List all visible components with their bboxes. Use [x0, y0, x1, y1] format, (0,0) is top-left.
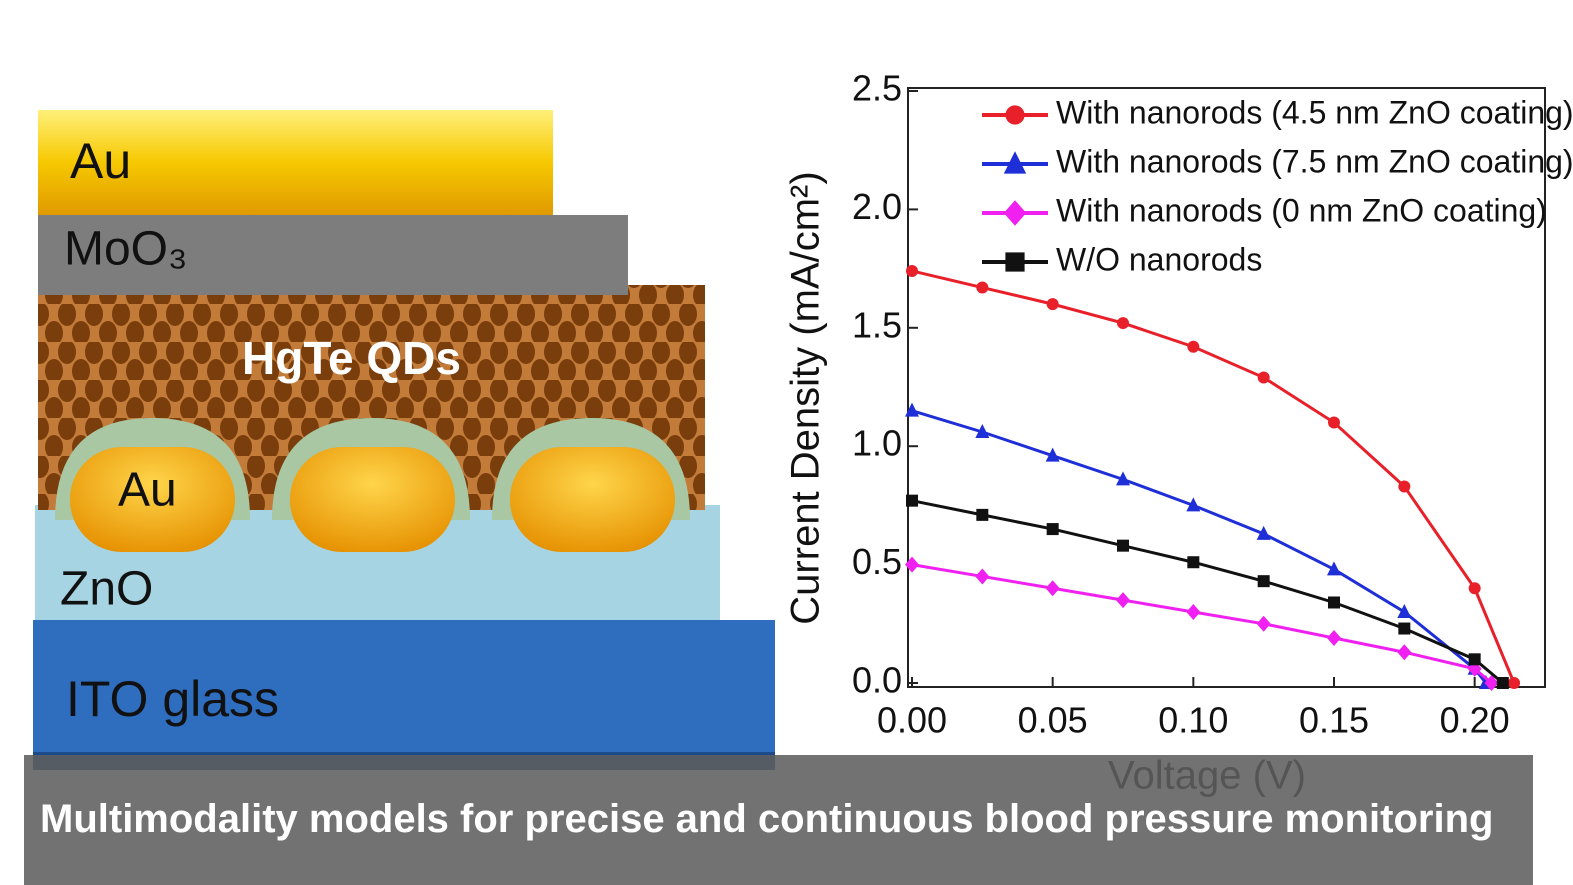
marker — [906, 264, 918, 277]
legend-marker — [1003, 151, 1027, 174]
layer-label: Au — [118, 464, 177, 517]
series-line — [911, 409, 1488, 684]
chart: Current Density (mA/cm²) Voltage (V) 0.0… — [784, 68, 1573, 798]
au-layer — [38, 110, 553, 215]
marker — [1257, 371, 1270, 384]
series-line — [911, 499, 1504, 685]
marker — [1045, 580, 1060, 597]
marker — [1328, 596, 1340, 609]
y-tick-label: 1.5 — [852, 304, 902, 345]
marker — [906, 494, 918, 507]
caption: Multimodality models for precise and con… — [40, 797, 1494, 841]
layer-label: Au — [70, 133, 131, 189]
marker — [1186, 497, 1201, 512]
marker — [975, 423, 990, 438]
y-tick-label: 0.5 — [852, 541, 902, 582]
marker — [976, 508, 989, 521]
marker — [1327, 561, 1341, 576]
legend-marker — [1005, 105, 1025, 125]
marker — [1116, 592, 1130, 609]
legend-marker — [1005, 252, 1025, 272]
marker — [1256, 525, 1271, 540]
y-axis-label: Current Density (mA/cm²) — [784, 171, 828, 624]
y-tick-label: 1.0 — [852, 423, 902, 464]
ito-layer — [33, 620, 775, 770]
marker — [1045, 447, 1060, 462]
series-line — [911, 269, 1516, 684]
legend-label: W/O nanorods — [1056, 241, 1262, 277]
x-tick-label: 0.05 — [1018, 700, 1088, 741]
legend-marker — [1003, 200, 1027, 226]
marker — [1187, 340, 1200, 353]
marker — [1328, 416, 1340, 429]
marker — [905, 556, 919, 573]
marker — [1484, 675, 1499, 691]
marker — [1046, 298, 1059, 311]
marker — [1398, 622, 1411, 635]
marker — [1508, 677, 1521, 689]
marker — [1186, 603, 1201, 620]
marker — [1397, 603, 1412, 618]
legend-label: With nanorods (4.5 nm ZnO coating) — [1056, 94, 1573, 130]
marker — [975, 568, 990, 585]
marker — [1468, 653, 1481, 666]
caption-banner: Multimodality models for precise and con… — [24, 755, 1533, 885]
y-tick-label: 2.5 — [852, 68, 902, 109]
marker — [1046, 523, 1059, 536]
marker — [1327, 630, 1341, 647]
marker — [976, 281, 989, 294]
legend-label: With nanorods (7.5 nm ZnO coating) — [1056, 143, 1573, 179]
marker — [1256, 615, 1271, 632]
series-line — [911, 563, 1493, 685]
marker — [1398, 480, 1411, 493]
marker — [1397, 644, 1412, 661]
marker — [905, 402, 919, 417]
x-tick-label: 0.10 — [1158, 700, 1228, 741]
x-tick-label: 0.00 — [877, 700, 947, 741]
marker — [1468, 582, 1481, 595]
x-tick-label: 0.20 — [1440, 700, 1510, 741]
layer-label: MoO₃ — [64, 223, 188, 276]
marker — [1187, 556, 1200, 569]
moo3-layer — [38, 215, 628, 295]
marker — [1116, 471, 1130, 486]
layer-label: ZnO — [60, 563, 153, 616]
marker — [1496, 677, 1509, 689]
layer-label: ITO glass — [66, 671, 279, 727]
y-tick-label: 0.0 — [852, 660, 902, 701]
nanorods — [55, 418, 690, 552]
legend-label: With nanorods (0 nm ZnO coating) — [1056, 192, 1547, 228]
device-diagram: Au MoO₃ HgTe QDs Au ZnO ITO glass — [33, 110, 775, 770]
marker — [1117, 539, 1129, 552]
layer-label: HgTe QDs — [242, 332, 461, 384]
y-tick-label: 2.0 — [852, 186, 902, 227]
x-tick-label: 0.15 — [1299, 700, 1369, 741]
marker — [1257, 575, 1270, 588]
marker — [1117, 317, 1129, 330]
plot-frame — [907, 87, 1546, 688]
